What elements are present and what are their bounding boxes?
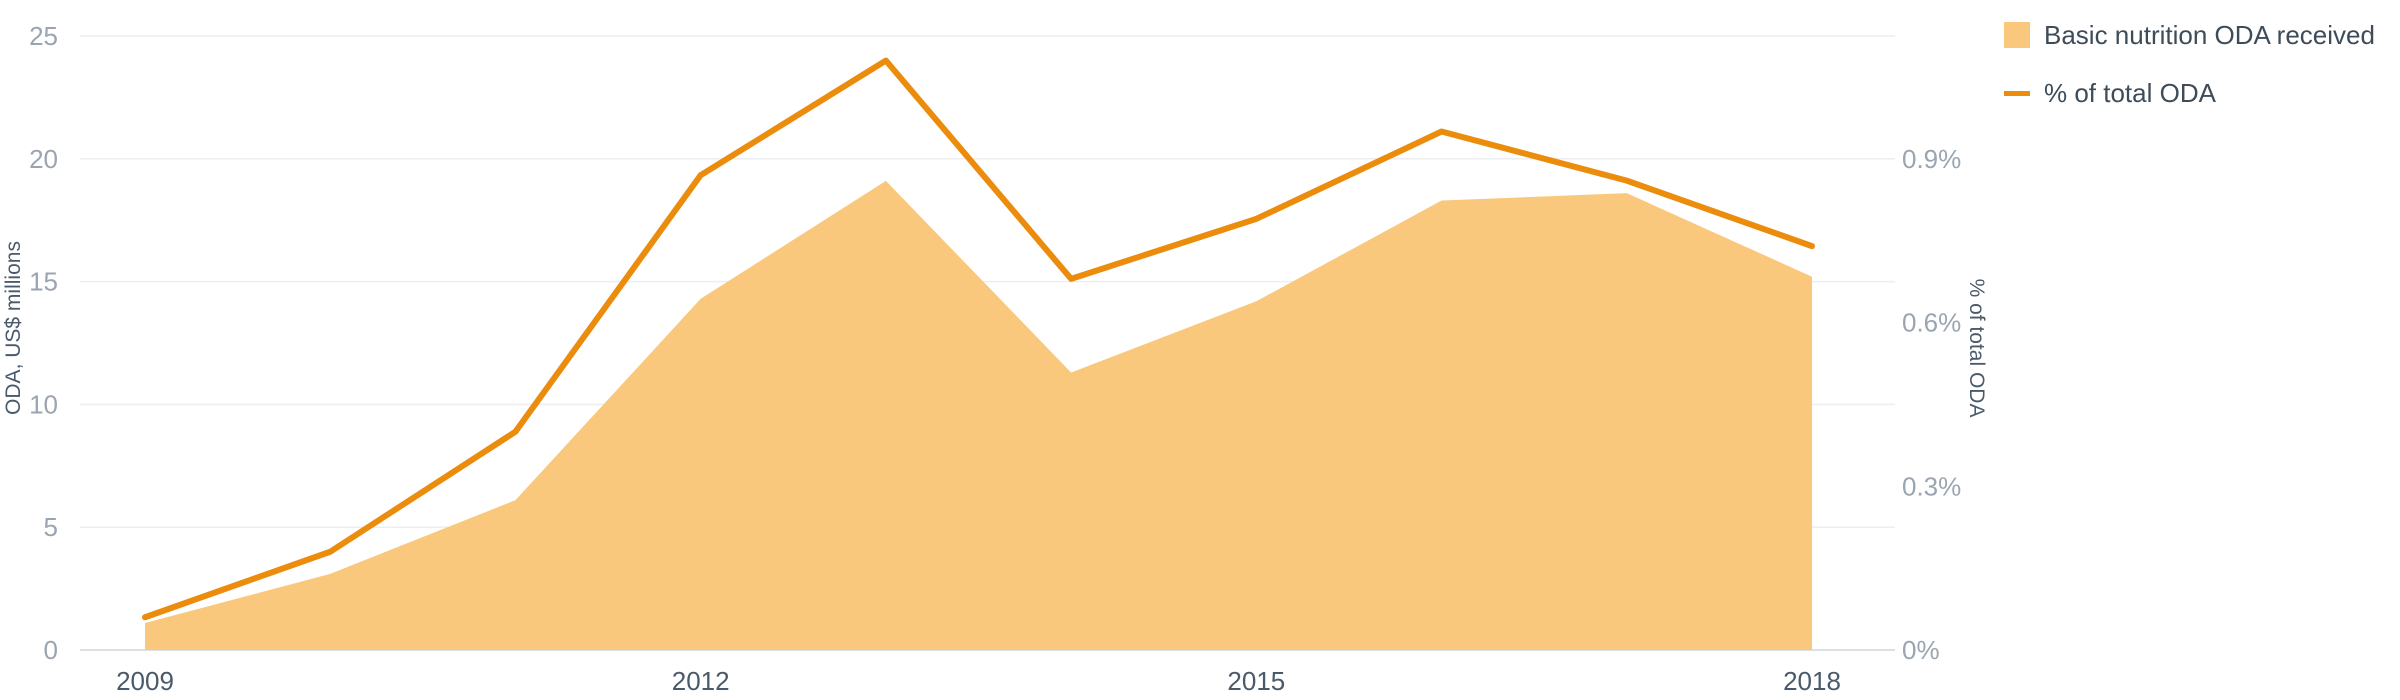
legend-item-line[interactable]: % of total ODA bbox=[2004, 78, 2217, 108]
legend-label-area: Basic nutrition ODA received bbox=[2044, 20, 2375, 50]
left-axis-title: ODA, US$ millions bbox=[2, 241, 25, 415]
line-series-pct-total-oda bbox=[142, 57, 1815, 621]
x-tick-label: 2015 bbox=[1227, 666, 1285, 696]
area-series-layer bbox=[144, 180, 1813, 651]
left-tick-label: 25 bbox=[29, 21, 58, 51]
right-axis-title: % of total ODA bbox=[1965, 279, 1988, 418]
legend-swatch-area bbox=[2004, 22, 2030, 48]
right-tick-label: 0% bbox=[1902, 635, 1940, 665]
x-tick-label: 2018 bbox=[1783, 666, 1841, 696]
left-axis: 0 5 10 15 20 25 bbox=[29, 21, 58, 665]
line-series-layer bbox=[142, 57, 1815, 621]
legend-swatch-line bbox=[2004, 91, 2030, 96]
left-tick-label: 15 bbox=[29, 267, 58, 297]
legend: Basic nutrition ODA received % of total … bbox=[2004, 20, 2375, 108]
left-tick-label: 0 bbox=[44, 635, 58, 665]
right-tick-label: 0.3% bbox=[1902, 471, 1961, 501]
right-axis: 0% 0.3% 0.6% 0.9% bbox=[1902, 144, 1961, 665]
x-tick-label: 2009 bbox=[116, 666, 174, 696]
legend-label-line: % of total ODA bbox=[2044, 78, 2217, 108]
x-axis: 2009 2012 2015 2018 bbox=[116, 666, 1841, 696]
area-series-basic-nutrition bbox=[145, 180, 1812, 651]
x-tick-label: 2012 bbox=[672, 666, 730, 696]
legend-item-area[interactable]: Basic nutrition ODA received bbox=[2004, 20, 2375, 50]
right-tick-label: 0.6% bbox=[1902, 308, 1961, 338]
right-tick-label: 0.9% bbox=[1902, 144, 1961, 174]
left-tick-label: 10 bbox=[29, 389, 58, 419]
left-tick-label: 20 bbox=[29, 144, 58, 174]
left-tick-label: 5 bbox=[44, 512, 58, 542]
